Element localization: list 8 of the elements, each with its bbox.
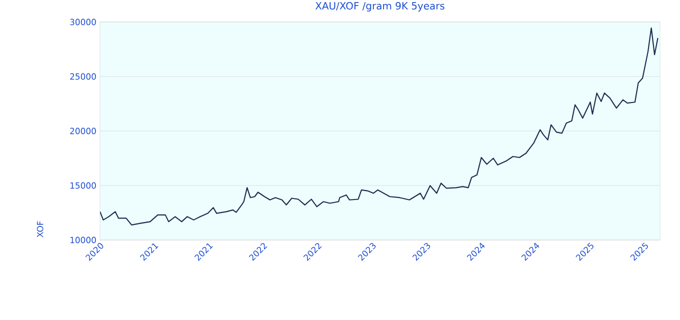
y-axis-title: XOF [36,221,44,238]
y-tick-label: 25000 [70,73,96,80]
y-tick-label: 10000 [70,236,96,244]
chart-title: XAU/XOF /gram 9K 5years [315,2,444,12]
y-tick-label: 20000 [70,128,96,134]
y-tick-label: 15000 [70,182,96,189]
line-series [100,27,658,226]
y-tick-label: 30000 [70,18,96,26]
